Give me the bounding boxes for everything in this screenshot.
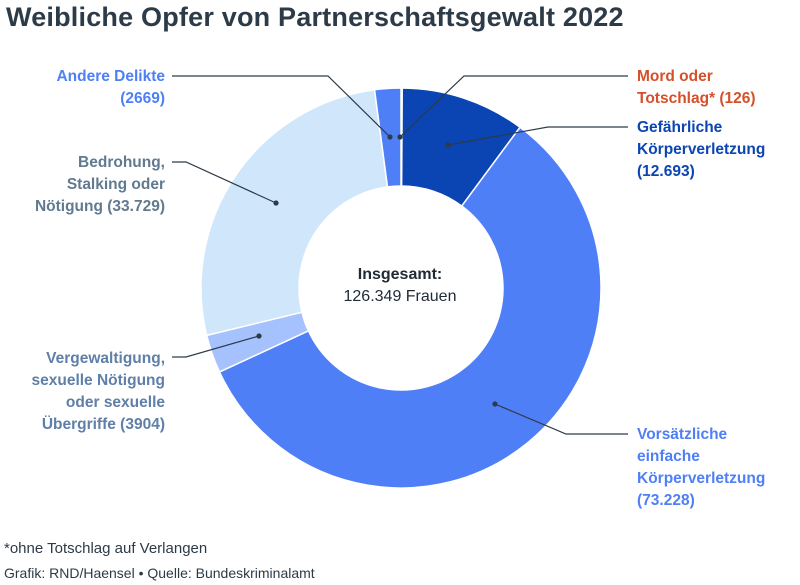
label-andere-delikte: Andere Delikte (2669) — [56, 66, 165, 110]
leader-bedrohung — [172, 161, 277, 204]
label-line: Körperverletzung — [637, 470, 766, 487]
leader-bedrohung-dot — [273, 200, 279, 206]
leader-vorsaetzliche-dot — [492, 401, 498, 407]
label-vorsaetzliche-koerperverletzung: Vorsätzliche einfache Körperverletzung (… — [637, 424, 765, 512]
leader-vergewaltigung — [172, 335, 260, 358]
label-line: Andere Delikte — [56, 68, 165, 85]
label-line: Körperverletzung — [637, 141, 766, 158]
label-line: einfache — [637, 448, 700, 465]
leader-mord — [399, 75, 628, 138]
label-bedrohung-stalking: Bedrohung, Stalking oder Nötigung (33.72… — [35, 152, 165, 218]
label-line: oder sexuelle — [65, 394, 165, 411]
footnote: *ohne Totschlag auf Verlangen — [4, 540, 208, 557]
label-line: Mord oder — [637, 68, 713, 85]
label-line: (2669) — [120, 90, 165, 107]
label-line: (12.693) — [637, 163, 695, 180]
label-line: Stalking oder — [66, 176, 165, 193]
leader-gefaehrliche — [447, 126, 628, 146]
label-line: Vorsätzliche — [637, 426, 728, 443]
label-line: Übergriffe (3904) — [41, 416, 165, 433]
label-mord-totschlag: Mord oder Totschlag* (126) — [637, 66, 756, 110]
label-line: Vergewaltigung, — [46, 350, 165, 367]
total-label: Insgesamt: — [357, 266, 443, 283]
label-line: Gefährliche — [637, 119, 723, 136]
leader-gefaehrliche-dot — [445, 142, 451, 148]
source-credit: Grafik: RND/Haensel • Quelle: Bundeskrim… — [4, 565, 315, 581]
label-gefaehrliche-koerperverletzung: Gefährliche Körperverletzung (12.693) — [637, 117, 765, 183]
label-vergewaltigung: Vergewaltigung, sexuelle Nötigung oder s… — [32, 348, 166, 436]
label-line: Bedrohung, — [78, 154, 165, 171]
chart-title: Weibliche Opfer von Partnerschaftsgewalt… — [6, 2, 624, 32]
leader-mord-dot — [397, 134, 403, 140]
slice-vorsaetzliche-koerperverletzung — [218, 126, 602, 489]
leader-andere-dot — [387, 134, 393, 140]
label-line: Nötigung (33.729) — [34, 198, 165, 215]
slice-bedrohung-stalking — [200, 88, 389, 337]
leader-vergewaltigung-dot — [256, 333, 262, 339]
label-line: Totschlag* (126) — [637, 90, 756, 107]
leader-vorsaetzliche — [494, 403, 628, 435]
label-line: (73.228) — [637, 492, 695, 509]
total-value: 126.349 Frauen — [343, 288, 457, 305]
leader-andere — [172, 75, 391, 138]
label-line: sexuelle Nötigung — [31, 372, 166, 389]
